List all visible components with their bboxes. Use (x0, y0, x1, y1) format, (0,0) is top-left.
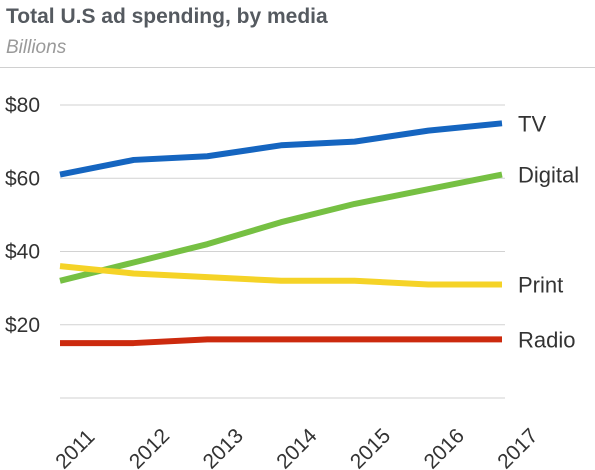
x-tick-label: 2017 (493, 424, 542, 470)
series-label-digital: Digital (518, 163, 579, 188)
chart-subtitle: Billions (6, 37, 67, 58)
series-line-tv (59, 120, 503, 178)
chart-title: Total U.S ad spending, by media (6, 5, 328, 28)
y-axis-tick-labels: $20 $40 $60 $80 (5, 94, 40, 337)
x-tick-label: 2015 (346, 424, 395, 470)
y-tick-label: $60 (5, 167, 40, 190)
x-tick-label: 2014 (272, 424, 322, 470)
x-tick-label: 2013 (199, 424, 248, 470)
gridlines (60, 104, 505, 399)
series-label-tv: TV (518, 111, 546, 136)
y-tick-label: $40 (5, 241, 40, 264)
x-tick-label: 2011 (51, 425, 99, 470)
x-axis-tick-labels: 2011 2012 2013 2014 2015 2016 2017 (51, 424, 542, 470)
series-label-radio: Radio (518, 327, 575, 352)
y-tick-label: $80 (5, 94, 40, 117)
series-lines (59, 120, 503, 347)
x-tick-label: 2012 (125, 424, 174, 470)
series-line-radio (60, 336, 502, 347)
x-tick-label: 2016 (420, 424, 469, 470)
series-line-digital (59, 171, 503, 284)
title-divider (0, 67, 595, 68)
series-line-print (59, 263, 502, 288)
series-label-print: Print (518, 272, 563, 297)
series-labels: TV Digital Print Radio (518, 111, 579, 352)
y-tick-label: $20 (5, 314, 40, 337)
